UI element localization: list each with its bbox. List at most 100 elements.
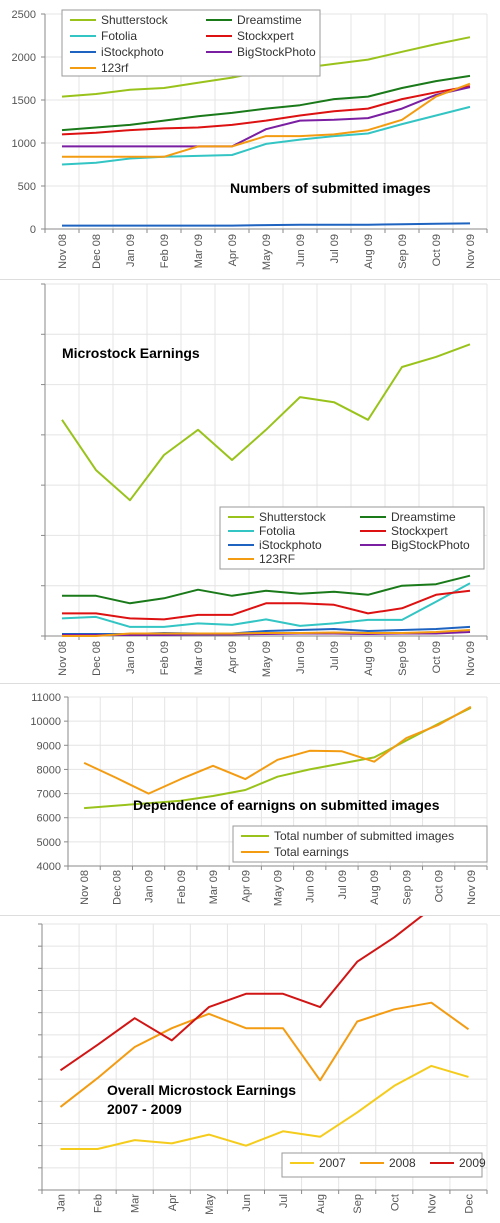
x-tick-label: Jun 09 — [305, 870, 317, 903]
series-line-stockxpert — [62, 589, 471, 621]
submitted-images-chart: 0 500 1000 1500 2000 2500 Nov 08 Dec 08 Jan 09 Fe… — [12, 9, 488, 270]
legend-label: Dreamstime — [391, 510, 456, 524]
x-tick-label: Jul 09 — [337, 870, 349, 899]
series-line-2008 — [59, 1001, 470, 1108]
microstock-earnings-chart: Nov 08 Dec 08 Jan 09 Feb 09 Mar 09 Apr 09 May … — [41, 283, 488, 677]
y-tick-label: 500 — [18, 181, 36, 193]
y-tick-label: 2500 — [12, 9, 36, 21]
x-tick-label: May 09 — [261, 641, 273, 677]
x-tick-label: Jul 09 — [329, 641, 341, 670]
chart-title-line: 2007 - 2009 — [107, 1101, 182, 1117]
y-tick-label: 5000 — [37, 837, 61, 849]
series-line-total-earnings — [83, 705, 472, 795]
legend-label: Fotolia — [101, 29, 137, 43]
legend-label: 2009 — [459, 1156, 486, 1170]
legend-label: Stockxpert — [237, 29, 294, 43]
plot-area — [45, 284, 487, 636]
x-tick-label: Mar 09 — [208, 870, 220, 904]
legend-label: iStockphoto — [101, 45, 164, 59]
legend-label: BigStockPhoto — [237, 45, 316, 59]
series-line-istockphoto — [62, 222, 471, 227]
x-tick-label: Jul — [278, 1194, 290, 1208]
series-line-fotolia — [61, 582, 471, 628]
x-tick-label: Dec 08 — [111, 870, 123, 905]
x-tick-label: Jan 09 — [125, 641, 137, 674]
x-tick-label: Sep 09 — [397, 641, 409, 676]
x-tick-label: Mar — [130, 1194, 142, 1213]
x-tick-label: Feb 09 — [159, 234, 171, 268]
legend-label: Stockxpert — [391, 524, 448, 538]
chart-title-line: Overall Microstock Earnings — [107, 1082, 296, 1098]
y-tick-label: 10000 — [30, 716, 61, 728]
x-tick-label: Nov 08 — [79, 870, 91, 905]
x-tick-label: Nov 09 — [466, 870, 478, 905]
legend-label: 123rf — [101, 61, 129, 75]
legend-box — [232, 825, 488, 863]
x-tick-label: May — [204, 1194, 216, 1215]
x-tick-label: Jun — [241, 1194, 253, 1212]
legend-label: 2008 — [389, 1156, 416, 1170]
x-tick-label: Nov — [426, 1194, 438, 1214]
x-tick-label: Oct 09 — [431, 234, 443, 266]
y-tick-label: 4000 — [37, 861, 61, 873]
x-tick-label: Aug — [315, 1194, 327, 1214]
x-tick-label: Sep — [352, 1194, 364, 1214]
x-tick-label: Dec — [463, 1194, 475, 1214]
y-tick-label: 11000 — [31, 692, 61, 704]
chart-title: Dependence of earnigns on submitted imag… — [133, 797, 440, 813]
x-tick-label: Aug 09 — [363, 234, 375, 269]
x-tick-label: May 09 — [261, 234, 273, 270]
x-tick-label: Apr — [167, 1194, 179, 1211]
y-tick-label: 1500 — [12, 95, 36, 107]
series-line-2009 — [59, 916, 424, 1072]
x-tick-label: Nov 09 — [465, 234, 477, 269]
y-tick-label: 1000 — [12, 138, 36, 150]
chart-title: Microstock Earnings — [62, 345, 200, 361]
overall-earnings-chart: Jan Feb Mar Apr May Jun Jul Aug Sep Oct Nov Dec Over… — [38, 916, 488, 1215]
x-tick-label: Aug 09 — [369, 870, 381, 905]
x-tick-label: Feb — [93, 1194, 105, 1213]
series-line-total-number-of-submitted-images — [84, 707, 472, 810]
panel-separator — [0, 915, 500, 916]
x-tick-label: Jan 09 — [144, 870, 156, 903]
series-line-dreamstime — [62, 574, 471, 605]
x-tick-label: Apr 09 — [227, 234, 239, 266]
legend-box — [219, 506, 485, 570]
y-tick-label: 9000 — [37, 740, 61, 752]
series-line-dreamstime — [61, 74, 471, 132]
series-line-2007 — [60, 1064, 469, 1150]
x-tick-label: May 09 — [273, 870, 285, 906]
x-tick-label: Nov 08 — [57, 234, 69, 269]
legend-box — [281, 1152, 483, 1178]
series-line-fotolia — [61, 105, 471, 166]
y-tick-label: 6000 — [37, 813, 61, 825]
legend-label: Shutterstock — [259, 510, 327, 524]
x-tick-label: Sep 09 — [401, 870, 413, 905]
series-line-shutterstock — [61, 343, 471, 502]
x-tick-label: Oct 09 — [434, 870, 446, 902]
legend-box — [61, 9, 321, 77]
x-tick-label: Feb 09 — [176, 870, 188, 904]
x-tick-label: Dec 08 — [91, 234, 103, 269]
series-line-123rf — [62, 82, 471, 158]
x-tick-label: Jan — [56, 1194, 68, 1212]
legend-label: Total earnings — [274, 845, 349, 859]
series-line-123rf — [62, 629, 471, 637]
earnings-dependence-chart: 4000 5000 6000 7000 8000 9000 10000 11000 Nov 08… — [30, 692, 488, 906]
legend-label: BigStockPhoto — [391, 538, 470, 552]
x-tick-label: Jul 09 — [329, 234, 341, 263]
legend-label: 123RF — [259, 552, 295, 566]
x-tick-label: Oct — [389, 1194, 401, 1211]
panel-separator — [0, 683, 500, 684]
y-tick-label: 2000 — [12, 52, 36, 64]
x-tick-label: Aug 09 — [363, 641, 375, 676]
legend-label: iStockphoto — [259, 538, 322, 552]
legend-label: Dreamstime — [237, 13, 302, 27]
legend-label: Fotolia — [259, 524, 295, 538]
x-tick-label: Nov 09 — [465, 641, 477, 676]
x-tick-label: Jan 09 — [125, 234, 137, 267]
x-tick-label: Nov 08 — [57, 641, 69, 676]
series-line-stockxpert — [61, 85, 471, 136]
y-tick-label: 7000 — [37, 789, 61, 801]
x-tick-label: Apr 09 — [240, 870, 252, 902]
